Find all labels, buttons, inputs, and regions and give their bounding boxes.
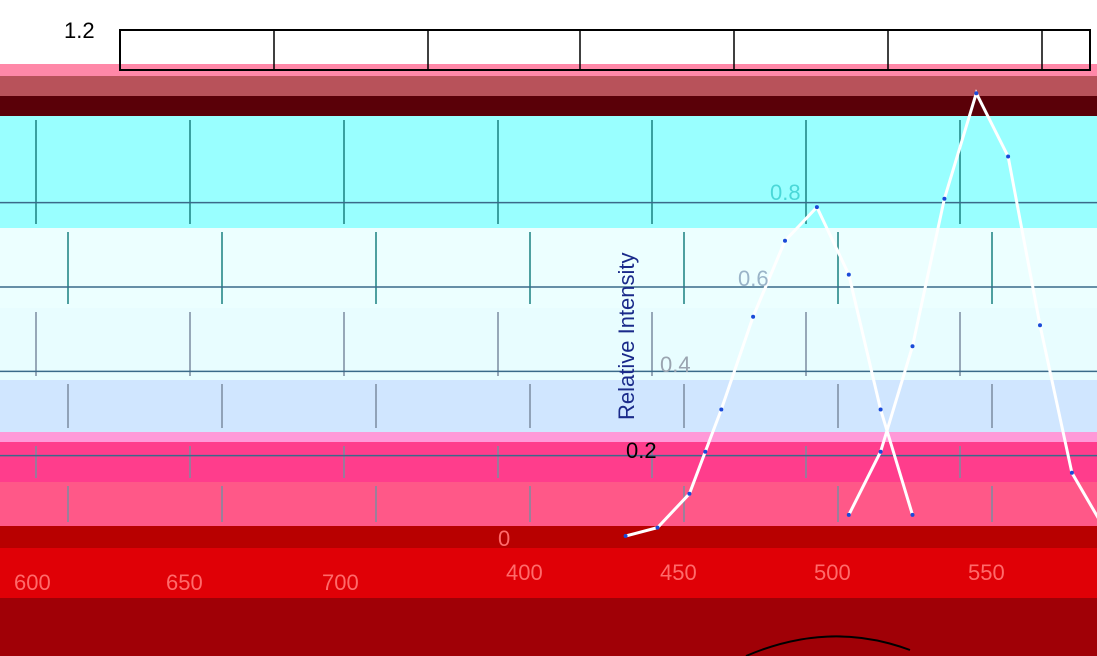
series-1-point	[719, 407, 724, 412]
band-pale-cyan	[0, 228, 1097, 308]
x-tick-label-700: 700	[322, 570, 359, 595]
series-2-point	[1069, 470, 1074, 475]
series-1-point	[751, 314, 756, 319]
band-deep-red	[0, 598, 1097, 656]
band-cyan	[0, 116, 1097, 228]
x-tick-label-600: 600	[14, 570, 51, 595]
series-1-point	[687, 491, 692, 496]
y-tick-label-0-8: 0.8	[770, 180, 801, 205]
series-1-point	[703, 449, 708, 454]
x-tick-label-650: 650	[166, 570, 203, 595]
series-2-point	[846, 512, 851, 517]
band-magenta	[0, 442, 1097, 482]
series-1-point	[846, 272, 851, 277]
series-2-point	[1006, 154, 1011, 159]
series-2-line	[847, 89, 1097, 519]
vertical-gridlines	[35, 120, 993, 522]
series-1-point	[623, 534, 628, 538]
band-red	[0, 548, 1097, 598]
y-axis-label: Relative Intensity	[614, 252, 639, 420]
series-2-point	[910, 344, 915, 349]
horizontal-gridlines	[0, 201, 1097, 457]
x-tick-label-400: 400	[506, 560, 543, 585]
band-salmon	[0, 482, 1097, 526]
y-tick-label-0-4: 0.4	[660, 352, 691, 377]
series-1-point	[878, 407, 883, 412]
band-dark-red	[0, 96, 1097, 116]
x-tick-label-450: 450	[660, 560, 697, 585]
series-2-point	[878, 449, 883, 454]
series-1-point	[814, 205, 819, 210]
series-2-point	[974, 91, 979, 96]
series-2-point	[1038, 323, 1042, 328]
x-tick-label-550: 550	[968, 560, 1005, 585]
series-1-point	[655, 525, 660, 530]
y-tick-label-0: 0	[498, 526, 510, 551]
series-2-point	[942, 196, 947, 201]
x-grid-ticks	[273, 30, 1043, 70]
band-rose	[0, 76, 1097, 96]
band-light-pink	[0, 432, 1097, 442]
band-light-blue	[0, 380, 1097, 432]
decorative-arc	[745, 635, 911, 656]
x-tick-label-500: 500	[814, 560, 851, 585]
y-tick-label-0-2: 0.2	[626, 438, 657, 463]
band-crimson	[0, 526, 1097, 548]
series-1-point	[783, 238, 787, 243]
plot-frame	[119, 29, 1091, 71]
y-tick-label-1-2: 1.2	[64, 18, 95, 43]
y-tick-label-0-6: 0.6	[738, 266, 769, 291]
series-1-point	[910, 512, 915, 517]
